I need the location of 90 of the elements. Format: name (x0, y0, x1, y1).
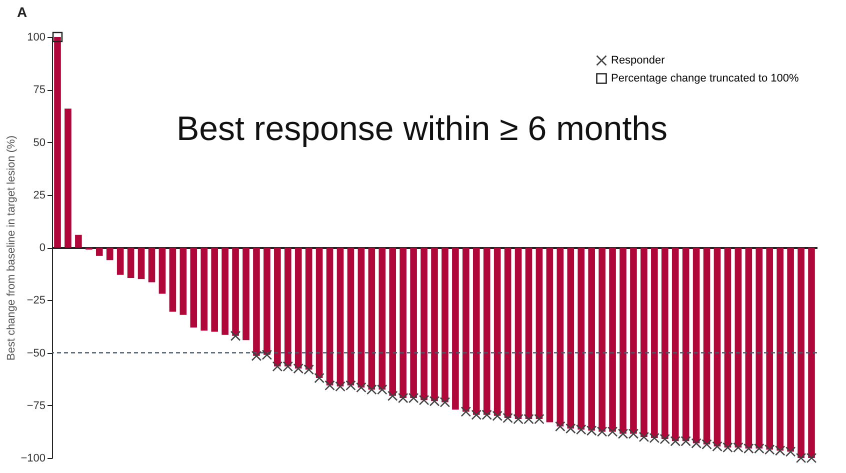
bar (442, 248, 448, 402)
y-tick-label: 0 (39, 242, 46, 254)
legend-label: Responder (611, 54, 666, 66)
point (230, 330, 241, 342)
bar (578, 248, 585, 430)
bar (776, 248, 784, 451)
bar (661, 248, 668, 440)
y-tick-label: 50 (33, 136, 46, 149)
bar (494, 248, 501, 416)
bar (253, 248, 260, 356)
bar (336, 248, 344, 386)
bar (588, 248, 595, 431)
bar (787, 248, 794, 452)
bar (630, 248, 637, 434)
bar (798, 248, 804, 458)
y-tick-label: −100 (20, 452, 46, 464)
bar (504, 248, 512, 418)
bar (54, 37, 61, 248)
bar (692, 248, 700, 444)
bar (546, 248, 554, 422)
bar (190, 248, 198, 328)
bar (598, 248, 606, 432)
bar (556, 248, 564, 426)
bar (734, 248, 742, 448)
y-tick-label: 25 (33, 189, 46, 202)
bar (347, 248, 354, 386)
annotation: Best response within ≥ 6 months (176, 110, 668, 148)
bar (525, 248, 532, 420)
bar (326, 248, 334, 386)
legend-label: Percentage change truncated to 100% (611, 72, 799, 84)
bar (567, 248, 574, 429)
bar (682, 248, 690, 442)
bar (462, 248, 470, 412)
bar (264, 248, 270, 355)
bar (745, 248, 752, 449)
bar (703, 248, 710, 444)
bar (452, 248, 459, 410)
bar (180, 248, 187, 315)
bar (420, 248, 428, 400)
bar (294, 248, 302, 369)
bar (672, 248, 679, 442)
bar (116, 248, 124, 275)
y-tick-label: 100 (27, 32, 46, 44)
bar (232, 248, 239, 336)
bar (431, 248, 438, 402)
bar (808, 248, 815, 458)
bar (400, 248, 406, 398)
y-tick-label: −25 (26, 294, 46, 307)
bar (536, 248, 543, 420)
bar (358, 248, 365, 388)
bar (724, 248, 732, 448)
bar (609, 248, 616, 432)
bar (127, 248, 134, 278)
bar (389, 248, 396, 396)
bar (766, 248, 774, 450)
bar (378, 248, 386, 390)
bar (640, 248, 648, 437)
bar (483, 248, 490, 415)
bar (316, 248, 323, 378)
bar (148, 248, 156, 282)
point (314, 372, 324, 384)
bar (96, 248, 103, 256)
bar (368, 248, 376, 390)
bar (514, 248, 522, 420)
bar (472, 248, 480, 415)
point (52, 32, 63, 42)
bar (222, 248, 228, 335)
bar (620, 248, 626, 434)
bar (64, 108, 72, 248)
chart-title: A (17, 4, 28, 20)
y-axis-title: Best change from baseline in target lesion (%) (6, 135, 18, 361)
bar (274, 248, 281, 366)
bar (211, 248, 218, 332)
bar (138, 248, 145, 280)
bar (756, 248, 763, 449)
point (460, 406, 472, 417)
bar (242, 248, 250, 340)
y-tick-label: −50 (26, 347, 46, 360)
bar (714, 248, 721, 446)
y-tick-label: 75 (33, 84, 46, 96)
bar (169, 248, 176, 312)
bar (410, 248, 417, 398)
bar (284, 248, 292, 366)
bar (200, 248, 208, 331)
bar (158, 248, 166, 294)
bar (75, 234, 82, 248)
y-tick-label: −75 (26, 400, 46, 412)
bar (106, 248, 114, 260)
bar (651, 248, 658, 438)
bar (305, 248, 312, 370)
